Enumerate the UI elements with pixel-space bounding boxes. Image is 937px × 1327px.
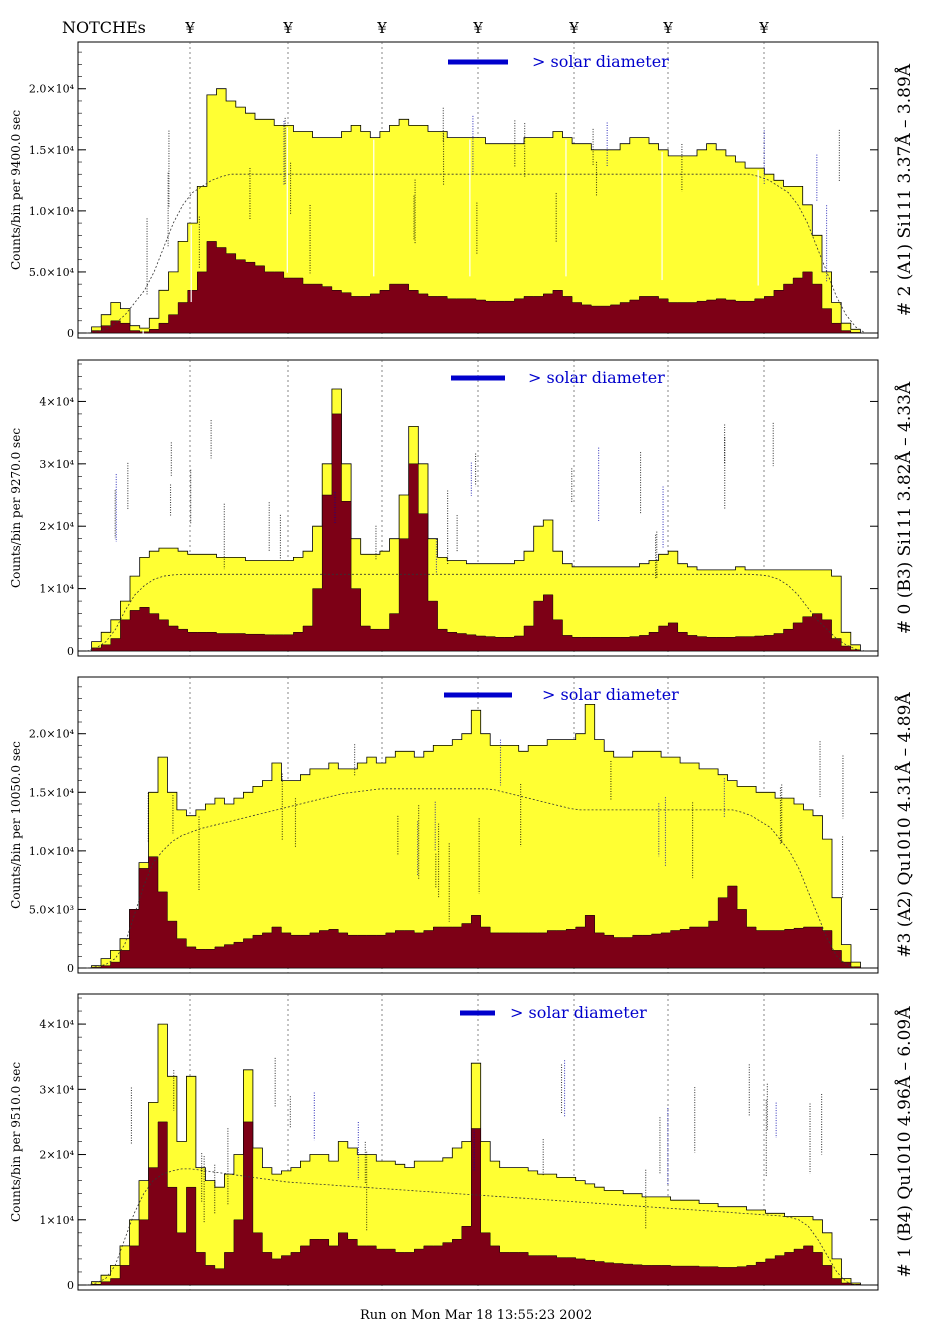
chart-panels: 0 5.0×10⁴ 1.0×10⁴ 1.5×10⁴ 2.0×10⁴ Counts/bin … bbox=[9, 41, 915, 1292]
y-tick-label: 3×10⁴ bbox=[39, 1083, 74, 1096]
spectrum-panel-2: 0 1×10⁴ 2×10⁴ 3×10⁴ 4×10⁴ Counts/bin per 9270… bbox=[9, 359, 915, 658]
legend-text: > solar diameter bbox=[542, 685, 679, 704]
y-tick-label: 1.0×10⁴ bbox=[29, 205, 75, 218]
y-tick-label: 2.0×10⁴ bbox=[29, 728, 75, 741]
notch-dip bbox=[142, 330, 144, 334]
y-tick-label: 2×10⁴ bbox=[39, 1149, 74, 1162]
notch-dip bbox=[373, 139, 375, 277]
legend-text: > solar diameter bbox=[510, 1003, 647, 1022]
notch-marker-3: ¥ bbox=[376, 19, 387, 37]
y-tick-label: 2.0×10⁴ bbox=[29, 83, 75, 96]
legend-text: > solar diameter bbox=[528, 368, 665, 387]
y-axis-label: Counts/bin per 10050.0 sec bbox=[9, 741, 23, 909]
y-tick-label: 1.0×10⁴ bbox=[29, 845, 75, 858]
y-tick-label: 0 bbox=[67, 645, 74, 658]
y-tick-label: 1.5×10⁴ bbox=[29, 786, 75, 799]
spectrum-panel-1: 0 5.0×10⁴ 1.0×10⁴ 1.5×10⁴ 2.0×10⁴ Counts/bin … bbox=[9, 41, 915, 340]
panel-label: # 2 (A1) Si111 3.37Å – 3.89Å bbox=[894, 63, 915, 316]
core-counts-histogram bbox=[82, 856, 870, 969]
core-counts-histogram bbox=[82, 413, 870, 652]
y-tick-label: 4×10⁴ bbox=[39, 395, 74, 408]
notch-dip bbox=[661, 151, 663, 281]
notch-dip bbox=[469, 139, 471, 277]
notch-marker-6: ¥ bbox=[662, 19, 673, 37]
spectrum-panel-3: 0 5.0×10³ 1.0×10⁴ 1.5×10⁴ 2.0×10⁴ Counts/bin … bbox=[9, 676, 915, 975]
notch-dip bbox=[757, 170, 759, 286]
legend-text: > solar diameter bbox=[532, 52, 669, 71]
y-axis-label: Counts/bin per 9510.0 sec bbox=[9, 1062, 23, 1222]
notches-label: NOTCHEs bbox=[62, 18, 146, 37]
model-curve bbox=[86, 173, 866, 334]
run-timestamp: Run on Mon Mar 18 13:55:23 2002 bbox=[360, 1308, 593, 1323]
y-tick-label: 0 bbox=[67, 962, 74, 975]
y-tick-label: 1×10⁴ bbox=[39, 583, 74, 596]
notch-marker-7: ¥ bbox=[758, 19, 769, 37]
y-tick-label: 3×10⁴ bbox=[39, 458, 74, 471]
notch-dip bbox=[565, 139, 567, 277]
panel-label: # 1 (B4) Qu1010 4.96Å – 6.09Å bbox=[894, 1006, 915, 1278]
notch-marker-4: ¥ bbox=[472, 19, 483, 37]
panel-label: #3 (A2) Qu1010 4.31Å – 4.89Å bbox=[894, 692, 915, 958]
notch-marker-5: ¥ bbox=[568, 19, 579, 37]
model-curve bbox=[86, 1168, 856, 1286]
total-counts-histogram bbox=[82, 704, 870, 969]
y-tick-label: 4×10⁴ bbox=[39, 1018, 74, 1031]
notch-dip bbox=[286, 127, 288, 273]
core-counts-histogram bbox=[82, 1121, 870, 1286]
y-tick-label: 2×10⁴ bbox=[39, 520, 74, 533]
y-tick-label: 1×10⁴ bbox=[39, 1214, 74, 1227]
spectrum-panel-4: 0 1×10⁴ 2×10⁴ 3×10⁴ 4×10⁴ Counts/bin per 9510… bbox=[9, 993, 915, 1292]
y-axis-label: Counts/bin per 9270.0 sec bbox=[9, 428, 23, 588]
notch-markers: ¥ ¥ ¥ ¥ ¥ ¥ ¥ bbox=[184, 19, 769, 37]
y-tick-label: 1.5×10⁴ bbox=[29, 144, 75, 157]
notch-marker-2: ¥ bbox=[282, 19, 293, 37]
y-tick-label: 5.0×10⁴ bbox=[29, 266, 75, 279]
notch-dip bbox=[190, 225, 192, 303]
y-tick-label: 5.0×10³ bbox=[29, 903, 74, 916]
y-tick-label: 0 bbox=[67, 1279, 74, 1292]
model-curve bbox=[86, 573, 866, 652]
model-curve bbox=[86, 788, 856, 969]
core-counts-histogram bbox=[82, 241, 870, 334]
total-counts-histogram bbox=[82, 388, 870, 652]
notch-marker-1: ¥ bbox=[184, 19, 195, 37]
y-tick-label: 0 bbox=[67, 327, 74, 340]
panel-label: # 0 (B3) Si111 3.82Å – 4.33Å bbox=[894, 381, 915, 634]
y-axis-label: Counts/bin per 9400.0 sec bbox=[9, 110, 23, 270]
